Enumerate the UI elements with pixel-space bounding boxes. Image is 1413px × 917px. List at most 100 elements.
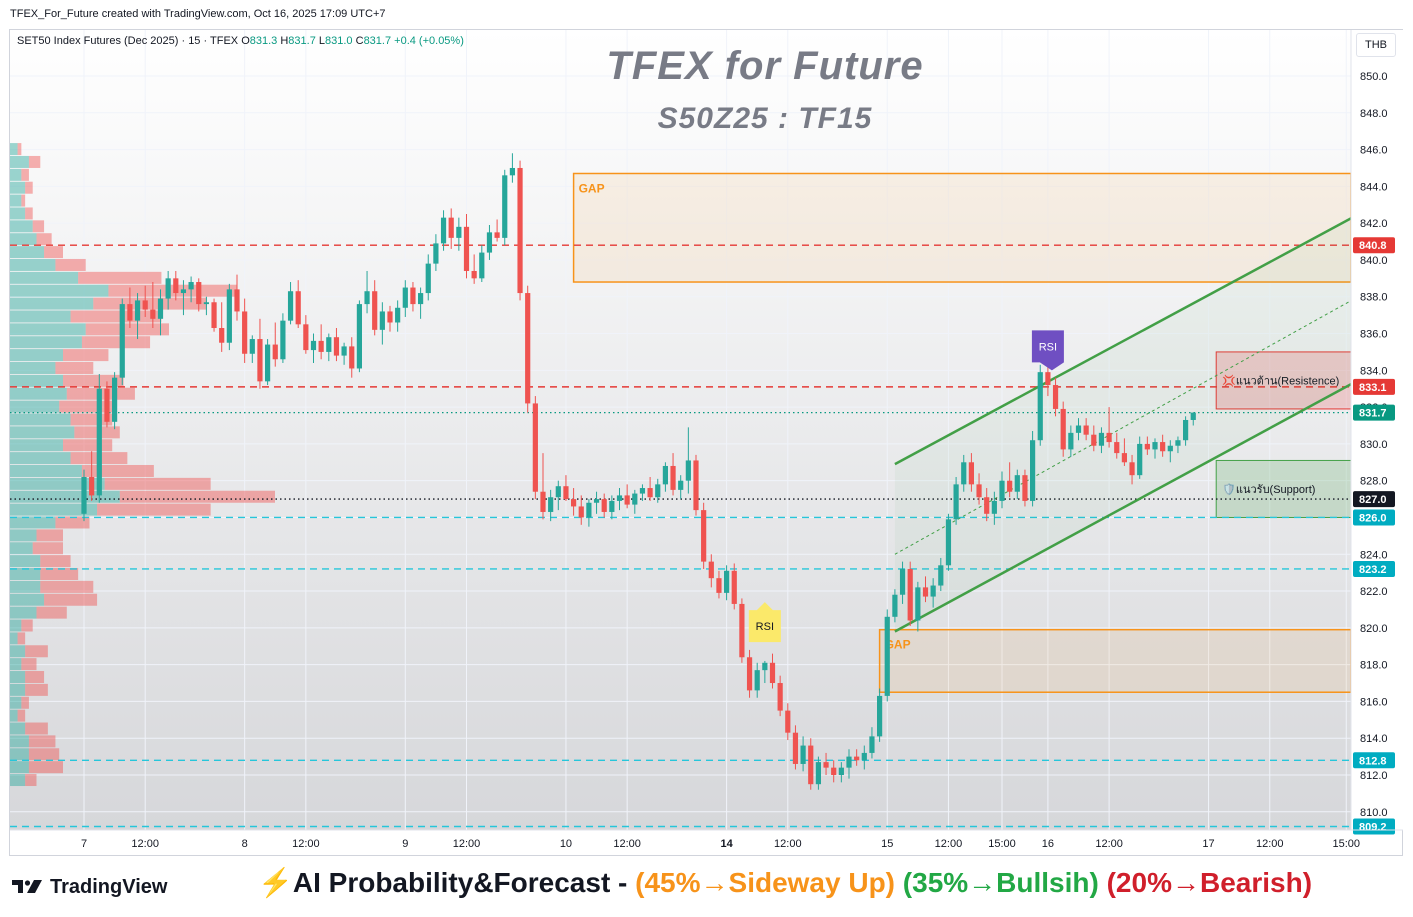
candle-body: [479, 252, 485, 279]
volume-profile-bar-down: [93, 297, 207, 310]
price-tick-label: 838.0: [1360, 292, 1388, 304]
channel-fill: [894, 218, 1351, 632]
price-tick-label: 814.0: [1360, 733, 1388, 745]
forecast-bullish: (35%→Bullsih): [902, 867, 1099, 898]
candle-body: [701, 510, 707, 562]
tradingview-logo[interactable]: TradingView: [12, 874, 167, 900]
volume-profile-bar-up: [10, 155, 29, 168]
candle-body: [81, 477, 87, 514]
volume-profile-bar-down: [55, 361, 94, 374]
candle-body: [586, 502, 592, 518]
candle-body: [173, 278, 179, 294]
volume-profile-bar-up: [10, 413, 71, 426]
candle-body: [938, 565, 944, 586]
candle-body: [953, 484, 959, 520]
time-tick-label: 12:00: [292, 838, 320, 850]
volume-profile-bar-up: [10, 426, 75, 439]
price-tag: [1353, 560, 1395, 577]
candle-body: [1190, 412, 1196, 420]
candle-body: [639, 488, 646, 494]
candle-body: [762, 662, 768, 671]
price-tag: [1353, 404, 1395, 421]
time-tick-label: 9: [402, 838, 408, 850]
currency-button[interactable]: THB: [1356, 33, 1396, 57]
candle-body: [1030, 440, 1036, 501]
candle-body: [555, 486, 561, 498]
candle-body: [196, 282, 202, 305]
candle-body: [716, 578, 722, 593]
support-zone: [1215, 459, 1351, 518]
candle-body: [1052, 385, 1059, 409]
candle-body: [984, 497, 990, 514]
candle-body: [280, 320, 286, 360]
time-tick-label: 12:00: [774, 838, 802, 850]
chart-title: TFEX for Future: [606, 44, 924, 88]
volume-profile-bar-up: [10, 143, 18, 156]
volume-profile-bar-up: [10, 606, 37, 619]
volume-profile-bar-up: [10, 696, 22, 709]
candle-body: [1167, 445, 1173, 452]
candle-body: [922, 587, 929, 597]
candle-body: [1121, 453, 1127, 463]
volume-profile-bar-up: [10, 503, 98, 516]
candle-body: [402, 287, 408, 308]
candle-body: [134, 300, 141, 321]
candle-body: [846, 756, 852, 768]
candle-body: [157, 298, 164, 319]
volume-profile-bar-up: [10, 452, 71, 465]
candle-body: [1075, 425, 1082, 433]
volume-profile-bar-down: [21, 696, 29, 709]
low-label: L: [318, 35, 326, 47]
candle-body: [226, 289, 232, 343]
candle-body: [1129, 462, 1135, 476]
candle-body: [265, 344, 271, 382]
volume-profile-bar-down: [78, 271, 162, 284]
change-value: +0.4 (+0.05%): [394, 35, 464, 47]
resistance-zone: [1215, 351, 1351, 410]
candle-body: [655, 484, 661, 498]
candle-body: [112, 377, 118, 422]
volume-profile-bar-up: [10, 258, 56, 271]
volume-profile-bar-up: [10, 349, 63, 362]
candle-body: [494, 232, 500, 238]
time-tick-label: 12:00: [1256, 838, 1284, 850]
candle-body: [471, 270, 477, 279]
volume-profile-bar-down: [44, 246, 63, 259]
candle-body: [502, 175, 508, 238]
volume-profile-bar-up: [10, 567, 41, 580]
candle-body: [800, 745, 806, 764]
candle-body: [456, 226, 462, 238]
price-tick-label: 848.0: [1360, 108, 1388, 120]
candle-body: [731, 570, 737, 604]
volume-profile-bar-down: [21, 658, 37, 671]
volume-profile-bar-up: [10, 658, 22, 671]
volume-profile-bar-up: [10, 246, 45, 259]
candle-body: [295, 291, 301, 325]
high-label: H: [280, 35, 289, 47]
volume-profile-bar-up: [10, 761, 29, 774]
volume-profile-bar-up: [10, 516, 56, 529]
candle-body: [517, 167, 523, 294]
candle-body: [104, 388, 110, 422]
price-tag-label: 840.8: [1359, 240, 1387, 252]
symbol-legend[interactable]: SET50 Index Futures (Dec 2025) · 15 · TF…: [17, 35, 464, 47]
volume-profile-bar-down: [104, 477, 211, 490]
time-tick-label: 14: [720, 838, 733, 850]
rsi-marker: [748, 602, 781, 643]
symbol-name: SET50 Index Futures (Dec 2025) · 15 · TF…: [17, 35, 239, 47]
gap-zone-label: GAP: [885, 638, 911, 652]
volume-profile-bar-down: [32, 542, 63, 555]
time-tick-label: 12:00: [131, 838, 159, 850]
candle-body: [769, 662, 776, 684]
volume-profile-bar-down: [59, 400, 113, 413]
volume-profile-bar-down: [25, 722, 48, 735]
volume-profile-bar-up: [10, 233, 37, 246]
price-tag: [1353, 491, 1395, 508]
volume-profile-bar-up: [10, 400, 60, 413]
volume-profile-bar-down: [17, 143, 22, 156]
volume-profile-bar-up: [10, 542, 33, 555]
candle-body: [1045, 372, 1051, 386]
candle-body: [1114, 442, 1120, 454]
gap-zone: [878, 628, 1351, 693]
